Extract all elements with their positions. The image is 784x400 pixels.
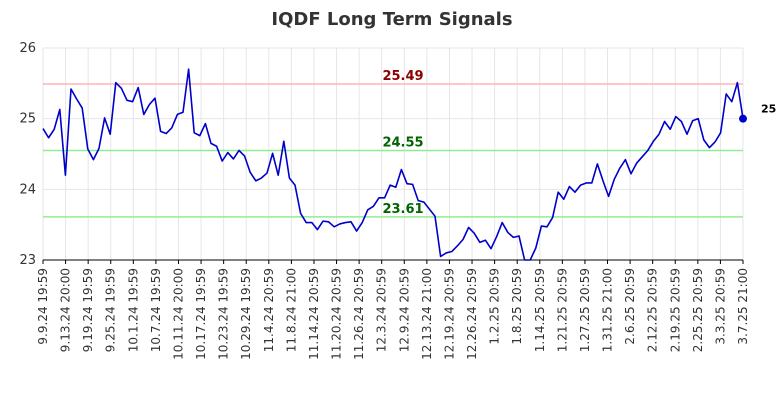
x-tick-label: 9.25.24 19:59 <box>104 268 118 352</box>
x-tick-label: 10.11.24 20:00 <box>171 268 185 360</box>
x-tick-label: 11.4.24 20:59 <box>262 268 276 352</box>
reference-line-label: 25.49 <box>382 69 423 84</box>
x-tick-label: 3.7.25 21:00 <box>736 268 750 345</box>
x-tick-label: 2.6.25 20:59 <box>623 268 637 345</box>
series-line <box>42 68 744 261</box>
reference-line-label: 24.55 <box>382 135 423 150</box>
y-tick-label: 24 <box>19 182 36 197</box>
x-tick-label: 10.29.24 19:59 <box>239 268 253 360</box>
reference-line-label: 23.61 <box>382 202 423 217</box>
x-axis-ticks: 9.9.24 19:59 9.13.24 20:00 9.19.24 19:59 9.… <box>36 260 750 360</box>
x-tick-label: 10.23.24 19:59 <box>217 268 231 360</box>
x-tick-label: 9.9.24 19:59 <box>36 268 50 345</box>
x-tick-label: 12.19.24 20:59 <box>442 268 456 360</box>
last-value-label: 25 <box>761 103 776 116</box>
y-tick-label: 23 <box>19 253 36 268</box>
y-tick-label: 25 <box>19 112 36 127</box>
x-tick-label: 9.19.24 19:59 <box>81 268 95 352</box>
x-tick-label: 11.26.24 20:59 <box>352 268 366 360</box>
last-point-marker <box>739 114 747 123</box>
x-tick-label: 12.9.24 20:59 <box>397 268 411 352</box>
price-series: 25 <box>42 68 776 261</box>
x-tick-label: 9.13.24 20:00 <box>59 268 73 352</box>
y-axis-ticks: 23 24 25 26 <box>19 41 36 268</box>
x-tick-label: 12.3.24 20:59 <box>375 268 389 352</box>
x-tick-label: 2.19.25 20:59 <box>668 268 682 352</box>
x-tick-label: 10.17.24 19:59 <box>194 268 208 360</box>
x-tick-label: 12.13.24 21:00 <box>420 268 434 360</box>
x-tick-label: 10.1.24 19:59 <box>126 268 140 352</box>
x-tick-label: 11.14.24 20:59 <box>307 268 321 360</box>
chart-title: IQDF Long Term Signals <box>271 9 512 30</box>
x-tick-label: 3.3.25 20:59 <box>713 268 727 345</box>
x-tick-label: 1.31.25 21:00 <box>601 268 615 352</box>
x-tick-label: 2.12.25 20:59 <box>646 268 660 352</box>
x-tick-label: 12.26.24 20:59 <box>465 268 479 360</box>
x-tick-label: 10.7.24 19:59 <box>149 268 163 352</box>
x-tick-label: 1.2.25 20:59 <box>488 268 502 345</box>
x-tick-label: 11.8.24 21:00 <box>284 268 298 352</box>
reference-lines: 25.49 24.55 23.61 <box>43 69 743 218</box>
x-tick-label: 1.21.25 20:59 <box>555 268 569 352</box>
x-tick-label: 11.20.24 20:59 <box>330 268 344 360</box>
x-tick-label: 1.14.25 20:59 <box>533 268 547 352</box>
x-tick-label: 2.25.25 20:59 <box>691 268 705 352</box>
y-tick-label: 26 <box>19 41 36 56</box>
x-tick-label: 1.8.25 20:59 <box>510 268 524 345</box>
x-tick-label: 1.27.25 20:59 <box>578 268 592 352</box>
